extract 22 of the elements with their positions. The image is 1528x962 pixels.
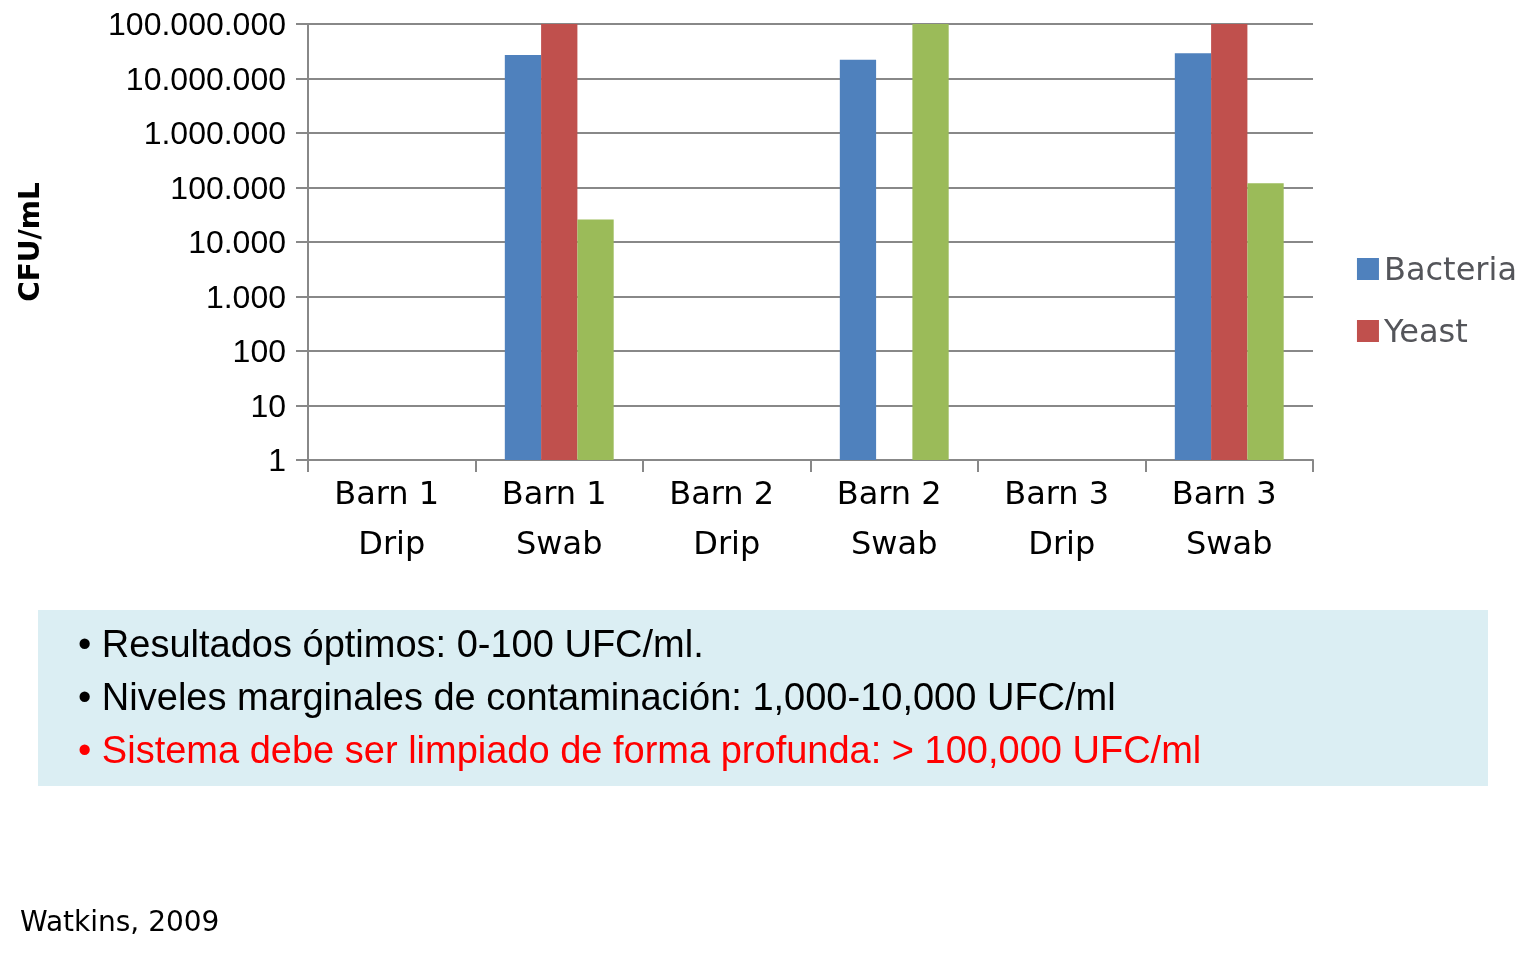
- y-tick-label: 10: [250, 387, 286, 424]
- text: • Resultados óptimos: 0-100 UFC/ml.: [78, 622, 705, 667]
- x-tick-label: Barn 1 Swab: [501, 474, 617, 562]
- x-tick-label: Barn 3 Drip: [1004, 474, 1120, 562]
- x-tick-label: Barn 3 Swab: [1171, 474, 1287, 562]
- y-tick-label: 10.000: [188, 224, 286, 260]
- y-tick-label: 10.000.000: [125, 60, 286, 97]
- legend-label: Bacteria: [1383, 250, 1517, 288]
- y-axis-title: CFU/mL: [12, 182, 46, 302]
- y-tick-label: 1: [268, 442, 286, 478]
- text: • Sistema debe ser limpiado de forma profunda: > 100,000 UFC/ml: [78, 728, 1203, 774]
- x-tick-label: Barn 1 Drip: [334, 474, 450, 562]
- y-tick-label: 1.000.000: [143, 115, 286, 151]
- legend-label: Yeast: [1382, 312, 1468, 350]
- text: • Niveles marginales de contaminación: 1,000-10,000 UFC/ml: [78, 675, 1117, 721]
- y-tick-label: 100: [232, 333, 286, 369]
- x-tick-label: Barn 2 Drip: [669, 474, 785, 562]
- x-tick-label: Barn 2 Swab: [836, 474, 952, 562]
- y-tick-label: 100.000: [170, 169, 286, 206]
- y-tick-label: 100.000.000: [108, 6, 286, 42]
- y-tick-label: 1.000: [205, 278, 286, 315]
- text: Watkins, 2009: [20, 905, 220, 938]
